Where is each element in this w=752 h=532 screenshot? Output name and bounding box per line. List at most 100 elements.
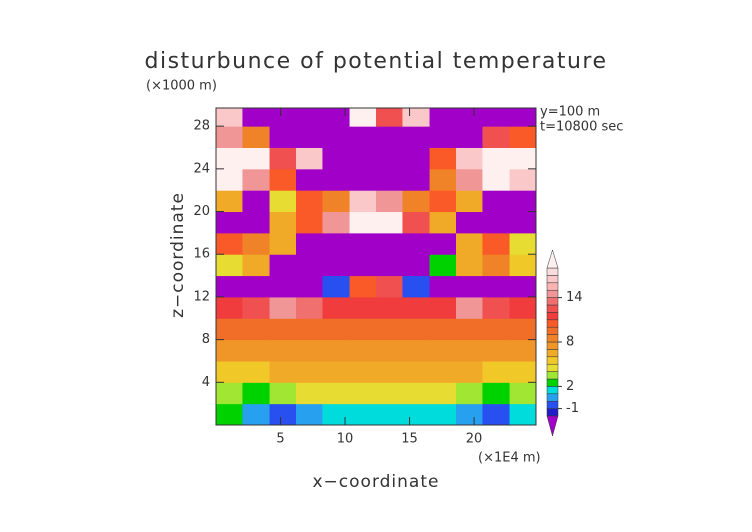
field-cell [376,232,403,255]
field-cell [376,275,403,298]
field-cell [402,168,431,191]
field-cell [402,339,431,362]
colorbar-box [546,386,559,395]
field-cell [456,382,483,405]
field-cell [376,108,403,127]
field-cell [429,360,457,383]
field-cell [296,108,323,127]
field-cell [402,403,431,426]
colorbar-box [546,275,559,284]
field-cell [242,147,271,170]
field-cell [376,382,403,405]
field-cell [376,403,403,426]
field-cell [242,190,271,213]
field-cell [269,190,297,213]
field-cell [509,275,537,298]
colorbar-tick-label: -1 [566,401,579,416]
field-cell [456,232,483,255]
field-cell [269,318,297,341]
field-cell [242,168,271,191]
field-cell [456,147,483,170]
field-cell [216,168,243,191]
field-cell [482,382,511,405]
colorbar-box [546,371,559,380]
field-cell [456,254,483,277]
field-cell [509,190,537,213]
field-cell [402,211,431,234]
field-cell [242,360,271,383]
x-tick-label: 5 [276,432,284,447]
colorbar-box [546,304,559,313]
field-cell [482,339,511,362]
field-cell [296,360,323,383]
colorbar-box [546,408,559,417]
field-cell [456,275,483,298]
field-cell [216,254,243,277]
field-cell [322,126,351,148]
field-cell [269,147,297,170]
field-cell [482,168,511,191]
y-axis-label: z−coordinate [168,192,188,318]
field-cell [482,296,511,319]
field-cell [429,168,457,191]
field-cell [322,211,351,234]
field-cell [376,147,403,170]
field-cell [269,382,297,405]
field-cell [402,254,431,277]
colorbar-box [546,378,559,387]
field-cell [216,403,243,426]
field-cell [349,318,377,341]
field-cell [429,190,457,213]
field-cell [509,254,537,277]
y-tick-label: 12 [193,289,210,304]
field-cell [429,275,457,298]
field-cell [242,108,271,127]
colorbar-box [546,297,559,306]
plot-frame [215,107,537,426]
field-cell [482,190,511,213]
field-cell [349,168,377,191]
field-cell [216,190,243,213]
field-cell [376,254,403,277]
x-axis-label: x−coordinate [313,472,440,492]
annotation: t=10800 sec [540,120,623,135]
field-cell [216,275,243,298]
field-cell [482,403,511,426]
field-cell [482,318,511,341]
field-cell [429,147,457,170]
field-cell [402,232,431,255]
field-cell [456,296,483,319]
field-cell [509,296,537,319]
field-cell [322,296,351,319]
field-cell [509,168,537,191]
field-cell [402,108,431,127]
field-cell [376,339,403,362]
field-cell [322,382,351,405]
field-cell [216,318,243,341]
field-cell [376,126,403,148]
field-cell [349,190,377,213]
field-cell [296,211,323,234]
field-cell [216,147,243,170]
y-tick-label: 20 [193,204,210,219]
field-cell [482,147,511,170]
field-cell [269,211,297,234]
field-cell [429,254,457,277]
field-cell [242,318,271,341]
field-cell [349,108,377,127]
field-cell [349,339,377,362]
field-cell [456,339,483,362]
field-cell [242,126,271,148]
field-cell [296,126,323,148]
x-tick-label: 15 [401,432,418,447]
field-cell [296,168,323,191]
field-cell [509,339,537,362]
field-cell [429,403,457,426]
colorbar-extend [546,415,559,437]
field-cell [456,190,483,213]
field-cell [322,168,351,191]
field-cell [242,275,271,298]
colorbar-tick-label: 8 [566,335,574,350]
field-cell [349,232,377,255]
